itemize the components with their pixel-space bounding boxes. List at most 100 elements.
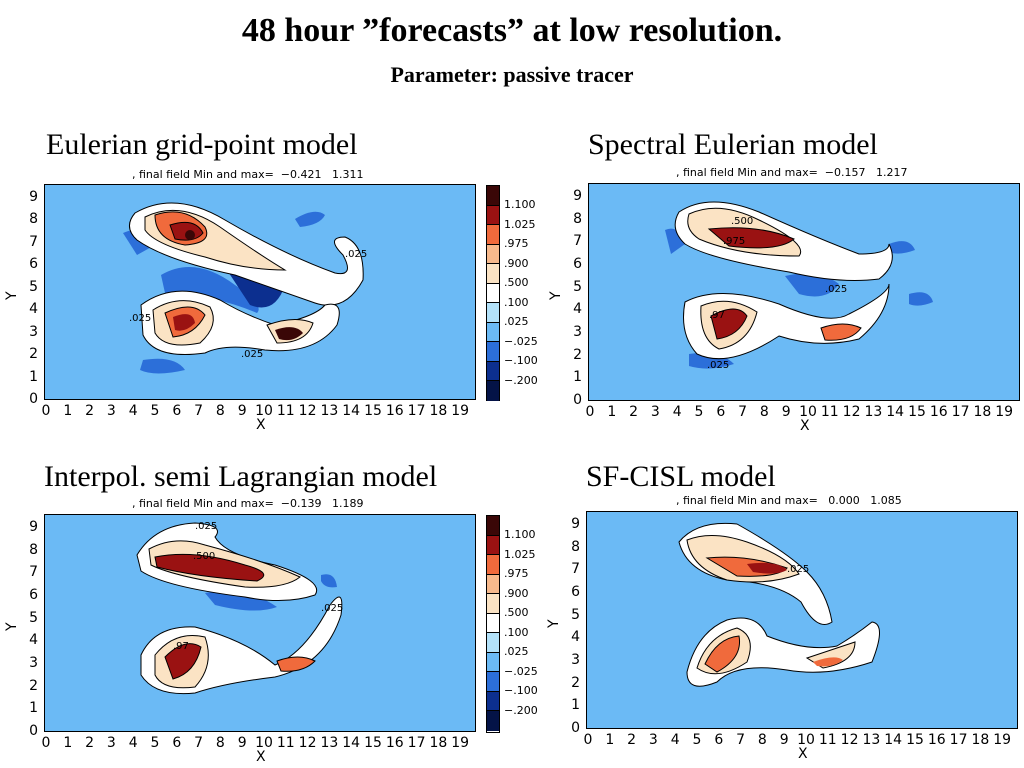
panel-stat-spectral: , final field Min and max= −0.157 1.217 — [676, 166, 908, 179]
x-tick-label: 19 — [993, 732, 1012, 748]
colorbar-label: −.200 — [504, 703, 538, 717]
contour-label: .025 — [707, 360, 730, 371]
colorbar-swatch — [487, 652, 499, 672]
x-tick-label: 9 — [237, 735, 247, 751]
colorbar-label: .025 — [504, 315, 529, 328]
y-tick-label: 0 — [573, 392, 582, 408]
x-tick-label: 5 — [150, 403, 160, 419]
y-tick-label: 0 — [29, 723, 38, 739]
x-tick-label: 5 — [694, 404, 704, 420]
x-tick-label: 16 — [385, 735, 404, 751]
y-tick-label: 2 — [29, 346, 38, 363]
x-tick-label: 13 — [864, 404, 883, 420]
colorbar-swatch — [487, 633, 499, 653]
x-tick-label: 6 — [172, 403, 182, 419]
x-tick-label: 19 — [995, 404, 1014, 420]
x-tick-label: 0 — [41, 735, 51, 751]
x-tick-label: 2 — [629, 404, 639, 420]
x-tick-label: 16 — [385, 403, 404, 419]
x-tick-label: 0 — [585, 404, 595, 420]
contour-label: .500 — [193, 551, 216, 562]
colorbar-label: .025 — [504, 645, 529, 658]
colorbar-label: 1.100 — [504, 198, 536, 211]
x-axis-label: X — [256, 417, 266, 433]
x-tick-label: 10 — [799, 404, 817, 420]
x-tick-label: 15 — [364, 735, 382, 751]
x-tick-label: 2 — [85, 735, 95, 751]
contour-label: .500 — [731, 216, 754, 227]
contour-label: .97 — [173, 641, 189, 652]
contour-label: .025 — [345, 249, 368, 260]
y-tick-label: 7 — [29, 564, 38, 581]
x-tick-label: 5 — [692, 732, 702, 748]
x-tick-label: 4 — [128, 735, 138, 751]
x-tick-label: 11 — [818, 732, 837, 748]
x-tick-label: 6 — [716, 404, 726, 420]
colorbar-label: 1.100 — [504, 528, 536, 541]
x-tick-label: 15 — [364, 403, 382, 419]
x-tick-label: 15 — [908, 404, 926, 420]
x-tick-label: 9 — [779, 732, 789, 748]
y-axis-label: Y — [546, 619, 562, 628]
x-tick-label: 5 — [150, 735, 160, 751]
colorbar-swatch — [487, 322, 499, 342]
y-tick-label: 1 — [29, 368, 38, 385]
contour-label: .025 — [321, 603, 344, 614]
colorbar-label: .100 — [504, 625, 529, 639]
x-tick-label: 13 — [320, 403, 339, 419]
contour-plot-sf-cisl: .025 — [586, 511, 1018, 729]
x-tick-label: 1 — [607, 404, 617, 420]
colorbar-swatch — [487, 691, 499, 711]
y-tick-label: 7 — [29, 233, 38, 250]
y-tick-label: 4 — [573, 301, 582, 318]
x-tick-label: 9 — [237, 403, 247, 419]
x-tick-label: 8 — [759, 404, 769, 420]
main-subtitle: Parameter: passive tracer — [390, 62, 634, 87]
colorbar-label: −.100 — [504, 684, 538, 697]
y-tick-label: 1 — [571, 697, 580, 714]
y-tick-label: 5 — [571, 606, 580, 623]
x-tick-label: 16 — [929, 404, 948, 420]
colorbar-swatch — [487, 535, 499, 555]
x-axis-label: X — [798, 746, 808, 762]
y-tick-label: 8 — [573, 210, 582, 227]
x-tick-label: 1 — [605, 732, 615, 748]
x-tick-label: 10 — [255, 403, 273, 419]
y-tick-label: 5 — [29, 609, 38, 626]
x-tick-label: 14 — [342, 403, 361, 419]
x-tick-label: 18 — [971, 732, 990, 748]
colorbar-left-bottom — [486, 515, 500, 733]
contour-label: .025 — [825, 284, 848, 295]
colorbar-swatch — [487, 244, 499, 264]
x-tick-label: 13 — [320, 735, 339, 751]
contour-label: .025 — [241, 349, 264, 360]
x-axis-label: X — [256, 749, 266, 765]
main-title: 48 hour ”forecasts” at low resolution. — [241, 12, 783, 49]
colorbar-label: .500 — [504, 606, 529, 619]
x-tick-label: 17 — [951, 404, 970, 420]
colorbar-swatch — [487, 613, 499, 633]
colorbar-label: .975 — [504, 237, 529, 250]
x-tick-label: 11 — [820, 404, 839, 420]
x-tick-label: 1 — [63, 403, 73, 419]
y-tick-label: 7 — [571, 561, 580, 578]
x-tick-label: 13 — [862, 732, 881, 748]
x-tick-label: 3 — [106, 403, 116, 419]
panel-title-sf-cisl: SF-CISL model — [586, 460, 776, 493]
x-tick-label: 19 — [451, 735, 470, 751]
x-tick-label: 3 — [648, 732, 658, 748]
colorbar-label: 1.025 — [504, 217, 536, 231]
y-tick-label: 9 — [573, 188, 582, 204]
contour-label: .975 — [723, 236, 746, 247]
x-tick-label: 12 — [840, 732, 859, 748]
panel-title-eulerian: Eulerian grid-point model — [46, 128, 358, 161]
colorbar-swatch — [487, 303, 499, 323]
x-tick-label: 16 — [927, 732, 946, 748]
y-tick-label: 4 — [29, 301, 38, 318]
y-tick-label: 7 — [573, 233, 582, 250]
colorbar-swatch — [487, 225, 499, 245]
colorbar-label: −.025 — [504, 334, 538, 348]
x-tick-label: 9 — [781, 404, 791, 420]
x-tick-label: 18 — [973, 404, 992, 420]
colorbar-label: .975 — [504, 567, 529, 580]
